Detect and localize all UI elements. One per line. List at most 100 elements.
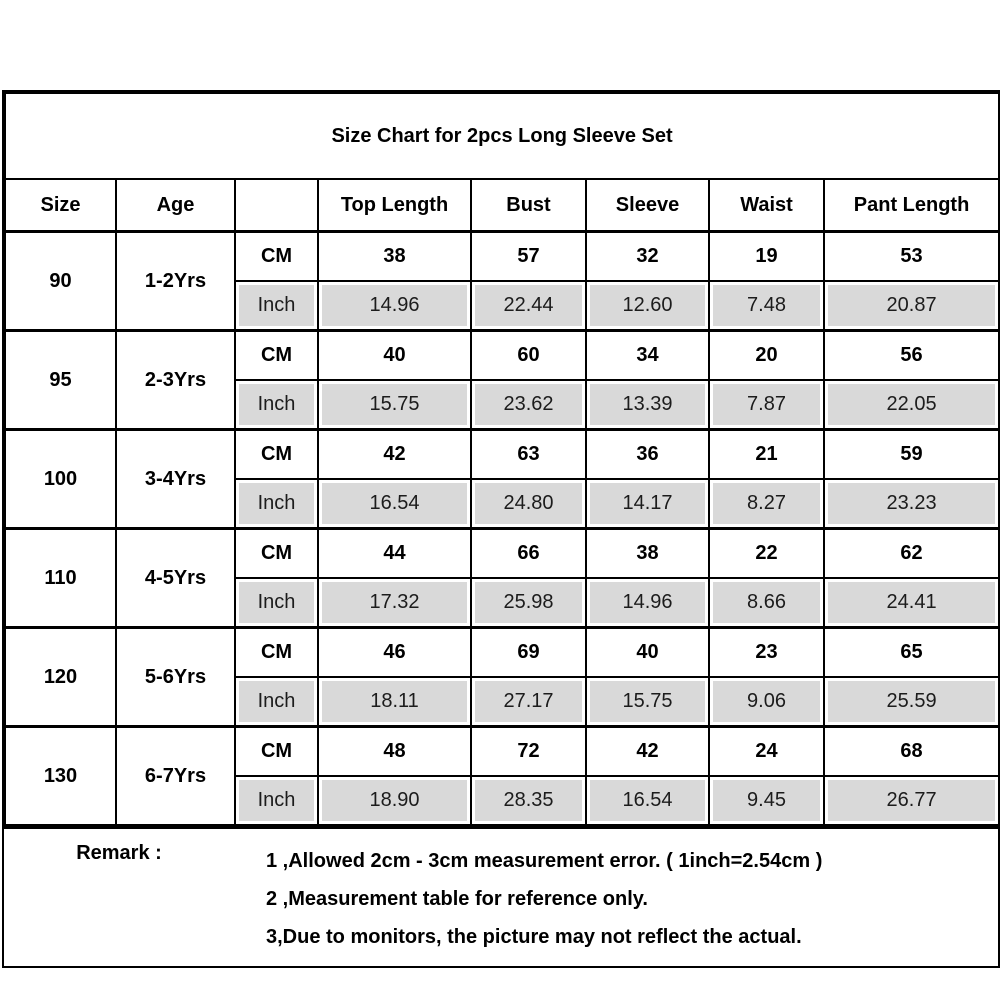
table-row: 120 5-6Yrs CM 46 69 40 23 65	[4, 626, 1000, 728]
size-cell: 95	[4, 329, 117, 431]
cell-cm: 23	[708, 626, 825, 678]
age-cell: 1-2Yrs	[115, 230, 236, 332]
cell-cm: 68	[822, 725, 1000, 777]
table-row: 90 1-2Yrs CM 38 57 32 19 53	[4, 230, 1000, 332]
cell-inch: 15.75	[317, 379, 472, 431]
cell-cm: 38	[317, 230, 472, 282]
cell-inch: 14.96	[317, 280, 472, 332]
header-top-length: Top Length	[317, 178, 472, 233]
cell-inch: 9.06	[708, 676, 825, 728]
remark-lines: 1 ,Allowed 2cm - 3cm measurement error. …	[266, 829, 998, 966]
cell-inch: 22.05	[822, 379, 1000, 431]
table-row: 130 6-7Yrs CM 48 72 42 24 68	[4, 725, 1000, 826]
header-unit-blank	[234, 178, 319, 233]
cell-inch: 8.66	[708, 577, 825, 629]
cell-cm: 46	[317, 626, 472, 678]
cell-cm: 21	[708, 428, 825, 480]
table-row: Inch 14.96 22.44 12.60 7.48 20.87	[5, 280, 1000, 332]
cell-inch: 9.45	[708, 775, 825, 826]
remark-label: Remark :	[76, 842, 162, 864]
age-cell: 5-6Yrs	[115, 626, 236, 728]
size-cell: 130	[4, 725, 117, 826]
cell-cm: 63	[470, 428, 587, 480]
table-row: 100 3-4Yrs CM 42 63 36 21 59	[4, 428, 1000, 530]
header-pant-length: Pant Length	[822, 178, 1000, 233]
cell-inch: 7.48	[708, 280, 825, 332]
cell-inch: 24.80	[470, 478, 587, 530]
header-size: Size	[4, 178, 117, 233]
size-chart-table: Size Chart for 2pcs Long Sleeve Set Size…	[3, 92, 1000, 826]
cell-inch: 12.60	[585, 280, 710, 332]
header-sleeve: Sleeve	[585, 178, 710, 233]
cell-cm: 44	[317, 527, 472, 579]
cell-cm: 20	[708, 329, 825, 381]
unit-cm-label: CM	[234, 725, 319, 777]
cell-cm: 36	[585, 428, 710, 480]
cell-cm: 40	[317, 329, 472, 381]
cell-cm: 53	[822, 230, 1000, 282]
cell-inch: 26.77	[822, 775, 1000, 826]
cell-cm: 42	[585, 725, 710, 777]
remark-line-1: 1 ,Allowed 2cm - 3cm measurement error. …	[266, 850, 823, 872]
cell-inch: 7.87	[708, 379, 825, 431]
cell-cm: 57	[470, 230, 587, 282]
cell-inch: 18.11	[317, 676, 472, 728]
size-cell: 90	[4, 230, 117, 332]
cell-inch: 23.62	[470, 379, 587, 431]
cell-inch: 15.75	[585, 676, 710, 728]
cell-inch: 24.41	[822, 577, 1000, 629]
size-cell: 120	[4, 626, 117, 728]
cell-cm: 66	[470, 527, 587, 579]
unit-cm-label: CM	[234, 230, 319, 282]
title-row: Size Chart for 2pcs Long Sleeve Set	[3, 92, 1000, 180]
cell-cm: 60	[470, 329, 587, 381]
cell-cm: 62	[822, 527, 1000, 579]
cell-inch: 14.96	[585, 577, 710, 629]
unit-inch-label: Inch	[234, 280, 319, 332]
header-row: Size Age Top Length Bust Sleeve Waist Pa…	[4, 178, 1000, 233]
cell-cm: 72	[470, 725, 587, 777]
table-row: 95 2-3Yrs CM 40 60 34 20 56	[4, 329, 1000, 431]
cell-inch: 25.98	[470, 577, 587, 629]
unit-cm-label: CM	[234, 329, 319, 381]
remark-line-3: 3,Due to monitors, the picture may not r…	[266, 926, 802, 948]
cell-cm: 56	[822, 329, 1000, 381]
unit-inch-label: Inch	[234, 676, 319, 728]
unit-inch-label: Inch	[234, 478, 319, 530]
table-row: Inch 18.11 27.17 15.75 9.06 25.59	[5, 676, 1000, 728]
age-cell: 3-4Yrs	[115, 428, 236, 530]
cell-cm: 40	[585, 626, 710, 678]
table-row: Inch 17.32 25.98 14.96 8.66 24.41	[5, 577, 1000, 629]
remark-line-2: 2 ,Measurement table for reference only.	[266, 888, 648, 910]
cell-inch: 16.54	[317, 478, 472, 530]
table-row: Inch 16.54 24.80 14.17 8.27 23.23	[5, 478, 1000, 530]
cell-cm: 48	[317, 725, 472, 777]
cell-cm: 34	[585, 329, 710, 381]
cell-inch: 16.54	[585, 775, 710, 826]
cell-inch: 13.39	[585, 379, 710, 431]
cell-cm: 42	[317, 428, 472, 480]
cell-inch: 23.23	[822, 478, 1000, 530]
cell-inch: 8.27	[708, 478, 825, 530]
cell-cm: 19	[708, 230, 825, 282]
size-chart-frame: Size Chart for 2pcs Long Sleeve Set Size…	[2, 90, 1000, 968]
age-cell: 4-5Yrs	[115, 527, 236, 629]
chart-title: Size Chart for 2pcs Long Sleeve Set	[3, 92, 1000, 180]
cell-cm: 38	[585, 527, 710, 579]
cell-cm: 22	[708, 527, 825, 579]
cell-inch: 22.44	[470, 280, 587, 332]
size-cell: 110	[4, 527, 117, 629]
cell-cm: 59	[822, 428, 1000, 480]
table-row: 110 4-5Yrs CM 44 66 38 22 62	[4, 527, 1000, 629]
cell-cm: 32	[585, 230, 710, 282]
cell-inch: 28.35	[470, 775, 587, 826]
age-cell: 2-3Yrs	[115, 329, 236, 431]
unit-inch-label: Inch	[234, 379, 319, 431]
cell-cm: 65	[822, 626, 1000, 678]
header-waist: Waist	[708, 178, 825, 233]
cell-inch: 14.17	[585, 478, 710, 530]
size-cell: 100	[4, 428, 117, 530]
age-cell: 6-7Yrs	[115, 725, 236, 826]
table-row: Inch 15.75 23.62 13.39 7.87 22.05	[5, 379, 1000, 431]
